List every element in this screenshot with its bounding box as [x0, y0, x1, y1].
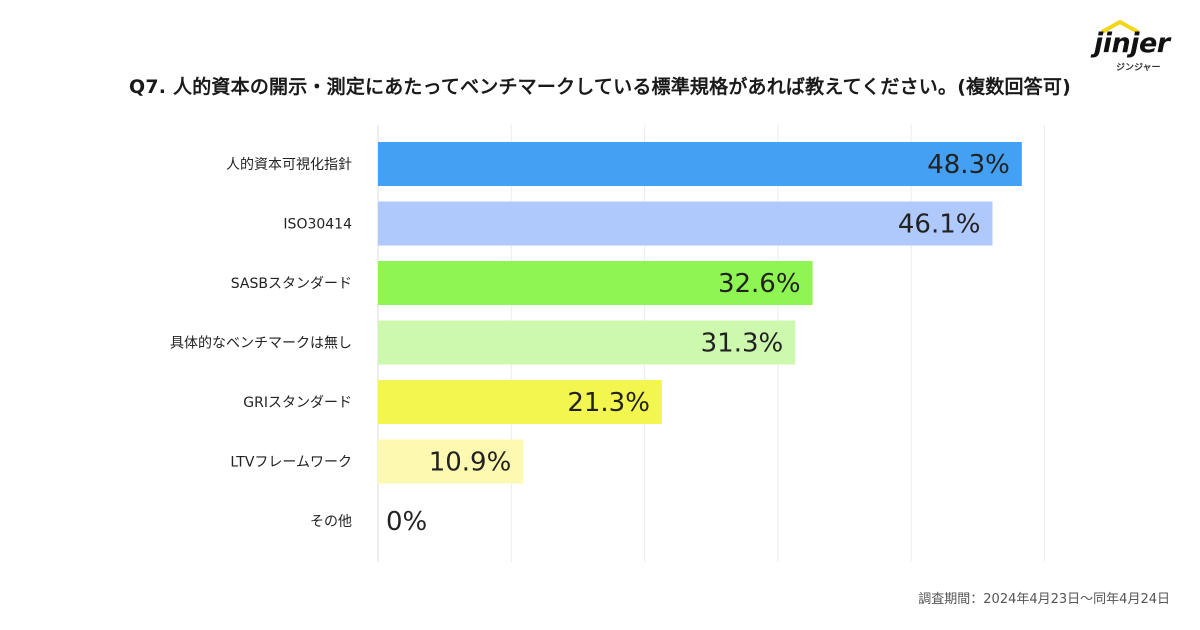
- logo-subtitle: ジンジャー: [1116, 63, 1161, 73]
- value-label: 48.3%: [927, 150, 1010, 180]
- category-label: LTVフレームワーク: [230, 455, 352, 471]
- value-label: 0%: [386, 507, 427, 537]
- bar: [378, 380, 662, 424]
- bar: [378, 142, 1022, 186]
- value-label: 10.9%: [429, 448, 512, 478]
- value-label: 31.3%: [701, 329, 784, 359]
- bar: [378, 439, 524, 484]
- category-label: 具体的なベンチマークは無し: [170, 336, 352, 352]
- bar-chart: 人的資本可視化指針 48.3% ISO30414 46.1% SASBスタンダード 32.…: [170, 125, 1045, 562]
- category-label: 人的資本可視化指針: [226, 157, 352, 173]
- logo-wordmark: jinjer: [1094, 28, 1170, 59]
- category-label: GRIスタンダード: [243, 395, 352, 411]
- category-label: その他: [310, 514, 352, 530]
- bar: [378, 201, 993, 246]
- jinjer-logo: jinjer ジンジャー: [1090, 14, 1180, 74]
- category-label: ISO30414: [283, 217, 352, 233]
- value-label: 46.1%: [898, 210, 981, 240]
- bar: [378, 320, 796, 365]
- survey-period-note: 調査期間：2024年4月23日〜同年4月24日: [918, 592, 1170, 607]
- category-label: SASBスタンダード: [231, 276, 352, 292]
- bar: [378, 261, 813, 305]
- value-label: 21.3%: [567, 388, 650, 418]
- chart-title: Q7. 人的資本の開示・測定にあたってベンチマークしている標準規格があれば教えて…: [129, 76, 1071, 98]
- roof-icon: [1101, 20, 1139, 34]
- value-label: 32.6%: [718, 269, 801, 299]
